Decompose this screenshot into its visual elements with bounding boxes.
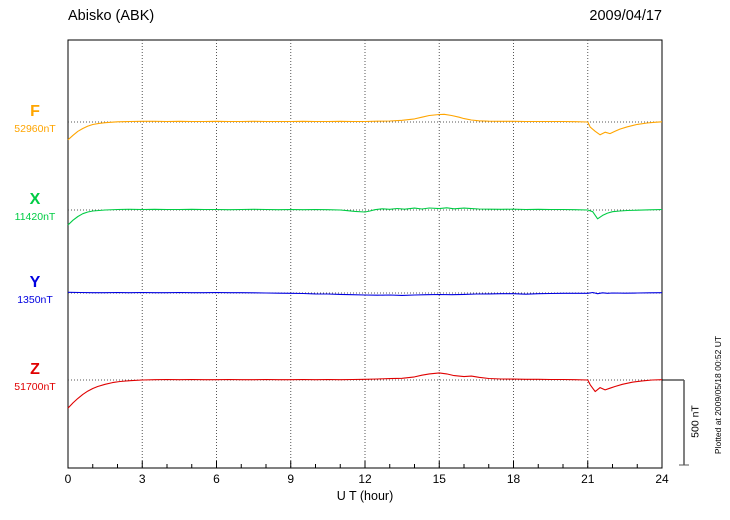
channel-baseline-value: 52960nT: [14, 123, 56, 135]
channel-name: F: [30, 103, 40, 120]
channel-label-F: F 52960nT: [6, 103, 64, 136]
channel-baseline-value: 51700nT: [14, 381, 56, 393]
channel-label-X: X 11420nT: [6, 191, 64, 224]
trace-F: [67, 113, 663, 141]
x-tick-label: 3: [139, 472, 146, 486]
channel-name: Y: [29, 274, 41, 291]
date-label: 2009/04/17: [589, 8, 662, 24]
trace-Z: [67, 372, 663, 409]
x-tick-label: 18: [507, 472, 521, 486]
x-tick-label: 24: [655, 472, 669, 486]
x-axis-label: U T (hour): [336, 489, 394, 503]
channel-label-Y: Y 1350nT: [6, 274, 64, 307]
scale-bar-label: 500 nT: [689, 405, 702, 438]
trace-Y: [67, 291, 663, 296]
channel-baseline-value: 11420nT: [14, 211, 56, 223]
channel-name: X: [29, 191, 41, 208]
channel-label-Z: Z 51700nT: [6, 361, 64, 394]
x-tick-label: 0: [65, 472, 72, 486]
x-tick-label: 6: [213, 472, 220, 486]
trace-X: [67, 207, 663, 226]
station-title: Abisko (ABK): [68, 8, 155, 24]
x-tick-label: 15: [433, 472, 447, 486]
x-tick-label: 9: [287, 472, 294, 486]
x-tick-label: 12: [358, 472, 372, 486]
channel-baseline-value: 1350nT: [17, 294, 53, 306]
plotted-at-label: Plotted at 2009/05/18 00:52 UT: [713, 335, 723, 455]
x-tick-label: 21: [581, 472, 595, 486]
channel-name: Z: [30, 361, 40, 378]
